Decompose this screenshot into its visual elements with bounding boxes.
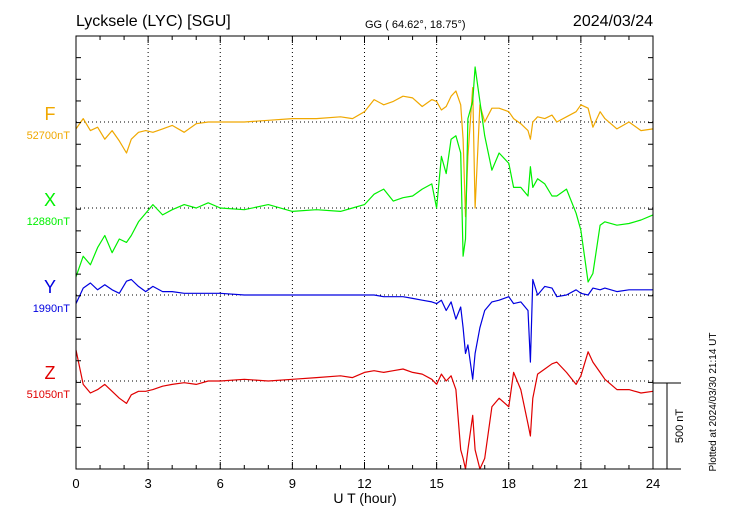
x-tick-label: 3 xyxy=(145,476,152,491)
series-name-z: Z xyxy=(45,363,56,383)
coordinates-label: GG ( 64.62°, 18.75°) xyxy=(365,19,466,31)
x-tick-label: 12 xyxy=(357,476,371,491)
series-line-x xyxy=(75,66,654,283)
series-name-y: Y xyxy=(44,277,56,297)
x-tick-label: 15 xyxy=(429,476,443,491)
label-layer: 0 3 6 9 12 15 18 21 24 F 52700nT X 12880nT Y 1990nT Z 51… xyxy=(27,104,661,491)
date-label: 2024/03/24 xyxy=(573,13,653,30)
series-name-f: F xyxy=(45,104,56,124)
grid-layer xyxy=(76,36,653,469)
baseline-label-x: 12880nT xyxy=(27,216,71,228)
series-line-z xyxy=(75,349,654,470)
baseline-label-f: 52700nT xyxy=(27,130,71,142)
scale-bar: 500 nT xyxy=(653,382,686,470)
x-tick-label: 9 xyxy=(289,476,296,491)
x-tick-label: 24 xyxy=(646,476,660,491)
scale-bar-label: 500 nT xyxy=(674,409,686,444)
series-line-y xyxy=(75,278,653,380)
x-tick-label: 18 xyxy=(502,476,516,491)
series-layer xyxy=(75,66,654,470)
baseline-label-y: 1990nT xyxy=(33,303,71,315)
x-tick-label: 21 xyxy=(574,476,588,491)
x-tick-label: 6 xyxy=(217,476,224,491)
tick-layer xyxy=(75,36,654,470)
baseline-label-z: 51050nT xyxy=(27,389,71,401)
x-tick-label: 0 xyxy=(72,476,79,491)
x-axis-label: U T (hour) xyxy=(333,490,396,506)
series-line-f xyxy=(75,86,654,218)
series-name-x: X xyxy=(44,190,56,210)
plotted-timestamp: Plotted at 2024/03/30 21:14 UT xyxy=(708,333,719,472)
station-title: Lycksele (LYC) [SGU] xyxy=(76,13,231,30)
